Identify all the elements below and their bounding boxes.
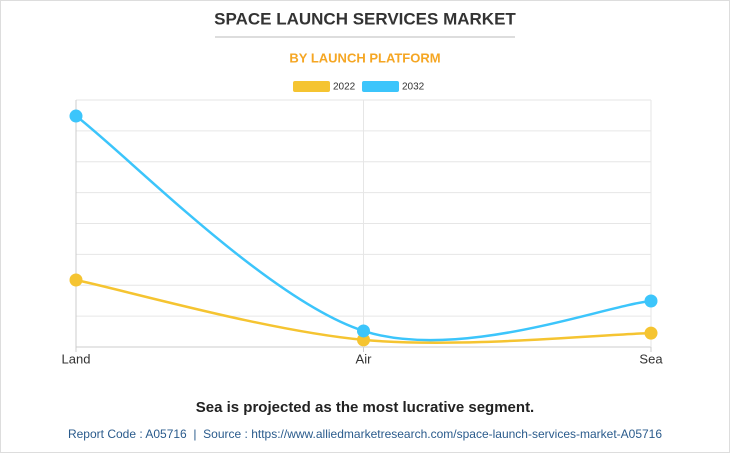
data-point	[644, 294, 658, 308]
chart-title: SPACE LAUNCH SERVICES MARKET	[214, 9, 516, 28]
x-tick-label: Sea	[639, 351, 663, 366]
x-tick-label: Air	[356, 351, 373, 366]
data-point	[69, 273, 83, 287]
data-point	[357, 333, 370, 347]
source: Report Code : A05716 | Source : https://…	[68, 427, 662, 441]
x-tick-label: Land	[62, 351, 91, 366]
data-point	[357, 324, 370, 338]
legend-label: 2032	[402, 82, 425, 93]
annotation: Sea is projected as the most lucrative s…	[196, 399, 534, 416]
data-point	[69, 109, 83, 123]
data-point	[644, 326, 658, 340]
chart-subtitle: BY LAUNCH PLATFORM	[289, 50, 440, 65]
legend-label: 2022	[333, 82, 356, 93]
legend-swatch	[362, 81, 399, 92]
legend-swatch	[293, 81, 330, 92]
